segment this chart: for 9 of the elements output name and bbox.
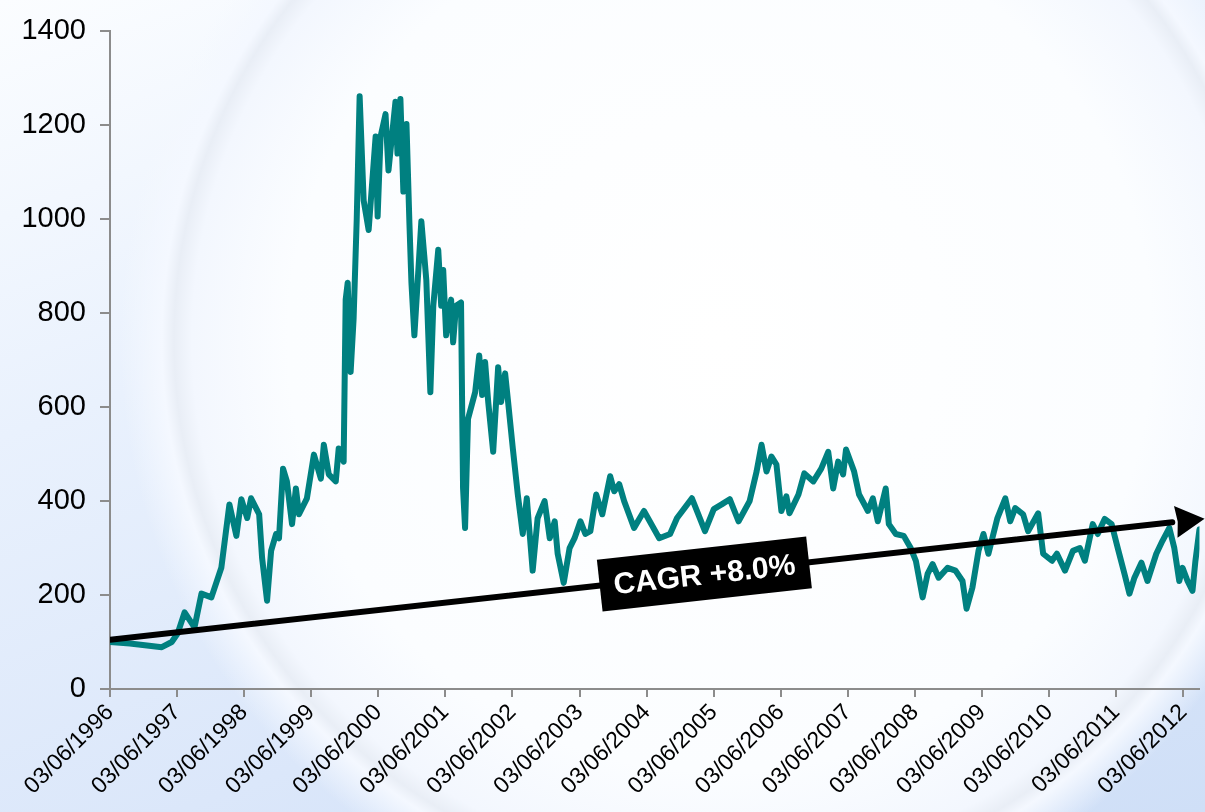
y-tick-label: 600 xyxy=(37,389,86,422)
y-tick-label: 200 xyxy=(37,577,86,610)
y-tick-label: 1000 xyxy=(21,201,86,234)
text: CAGR +8.0% xyxy=(611,547,797,601)
y-tick-label: 400 xyxy=(37,483,86,516)
y-tick-label: 1200 xyxy=(21,107,86,140)
y-tick-label: 1400 xyxy=(21,13,86,46)
y-tick-label: 0 xyxy=(69,671,86,703)
y-tick-label: 800 xyxy=(37,295,86,328)
